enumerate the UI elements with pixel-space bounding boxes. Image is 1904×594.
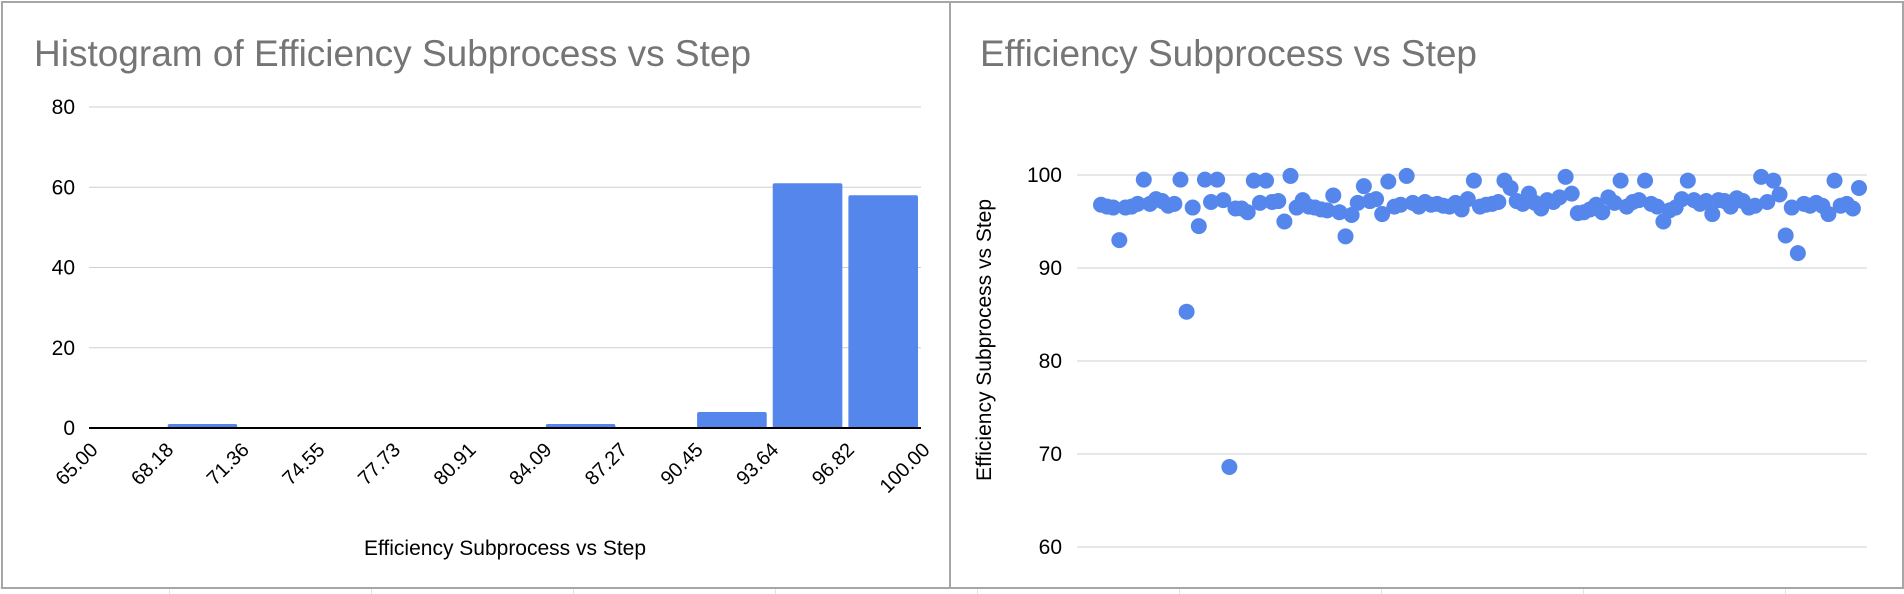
scatter-point [1606,194,1623,211]
y-tick-label: 60 [52,176,75,199]
scatter-point [1276,213,1293,230]
scatter-point [1392,196,1409,213]
scatter-point [1190,218,1207,235]
scatter-point [1380,173,1397,190]
scatter-point [1783,199,1800,216]
scatter-point [1844,200,1861,217]
scatter-point [1612,172,1629,189]
scatter-point [1753,168,1770,185]
scatter-point [1765,172,1782,189]
scatter-point [1502,180,1519,197]
x-axis-title: Efficiency Subprocess vs Step [364,537,646,560]
scatter-point [1221,459,1238,476]
scatter-point [1789,245,1806,262]
scatter-point [1704,206,1721,223]
histogram-bar [167,423,238,428]
scatter-point [1172,171,1189,188]
scatter-point [1135,171,1152,188]
y-tick-label: 20 [52,337,75,360]
scatter-point [1759,193,1776,210]
scatter-point [1459,191,1476,208]
scatter-point [1251,194,1268,211]
scatter-point [1325,187,1342,204]
scatter-point [1331,204,1348,221]
y-tick-label: 80 [52,96,75,119]
y-tick-label: 0 [63,417,75,440]
histogram-bar [772,183,843,428]
x-tick-label: 71.36 [203,439,254,490]
scatter-point [1337,228,1354,245]
scatter-point [1771,186,1788,203]
scatter-point [1105,199,1122,216]
scatter-point [1630,192,1647,209]
scatter-point [1245,172,1262,189]
x-tick-label: 74.55 [278,439,329,490]
x-tick-label: 90.45 [657,439,708,490]
x-tick-label: 100.00 [876,439,935,498]
scatter-point [1184,199,1201,216]
scatter-point [1374,206,1391,223]
y-tick-label: 100 [1027,164,1062,187]
scatter-point [1637,172,1654,189]
y-tick-label: 60 [1039,536,1062,559]
scatter-point [1851,180,1867,197]
scatter-point [1270,193,1287,210]
scatter-point [1349,194,1366,211]
histogram-chart-title: Histogram of Efficiency Subprocess vs St… [34,33,752,74]
scatter-point [1563,185,1580,202]
x-tick-label: 96.82 [808,439,859,490]
scatter-point [1129,195,1146,212]
scatter-point [1649,198,1666,215]
scatter-point [1673,191,1690,208]
scatter-point [1239,204,1256,221]
scatter-point [1398,167,1415,184]
scatter-point [1679,172,1696,189]
y-tick-label: 90 [1039,257,1062,280]
scatter-point [1111,232,1128,249]
scatter-point [1777,227,1794,244]
scatter-point [1215,192,1232,209]
x-tick-label: 84.09 [505,439,556,490]
scatter-point [1698,193,1715,210]
y-axis-title: Efficiency Subprocess vs Step [973,199,996,481]
x-tick-label: 80.91 [430,439,481,490]
histogram-chart-panel[interactable]: Histogram of Efficiency Subprocess vs St… [1,1,951,589]
x-tick-label: 68.18 [127,439,178,490]
scatter-point [1747,197,1764,214]
x-tick-label: 77.73 [354,439,405,490]
y-tick-label: 70 [1039,443,1062,466]
scatter-point [1368,191,1385,208]
histogram-bar [697,411,767,428]
x-tick-label: 65.00 [52,439,103,490]
y-tick-label: 80 [1039,350,1062,373]
scatter-point [1319,202,1336,219]
histogram-bar [848,195,918,428]
scatter-chart-title: Efficiency Subprocess vs Step [980,33,1478,74]
scatter-point [1178,303,1195,320]
scatter-point [1465,172,1482,189]
scatter-point [1209,171,1226,188]
scatter-point [1282,167,1299,184]
histogram-bar [545,423,616,428]
scatter-point [1343,206,1360,223]
x-tick-label: 87.27 [581,439,632,490]
scatter-point [1355,178,1372,195]
scatter-point [1166,195,1183,212]
scatter-point [1203,193,1220,210]
x-tick-label: 93.64 [732,439,783,490]
histogram-chart-svg: 0 20 40 60 80 65.00 68.18 71.36 74.55 77.73 80.91 8… [52,96,935,560]
scatter-point [1557,168,1574,185]
scatter-point [1826,172,1843,189]
scatter-point [1594,204,1611,221]
scatter-chart-svg: 60 70 80 90 100 Efficiency Subprocess vs Step [973,164,1867,559]
scatter-chart-panel[interactable]: Efficiency Subprocess vs Step 60 70 80 90 10… [949,1,1904,589]
scatter-point [1196,171,1213,188]
scatter-point [1490,193,1507,210]
y-tick-label: 40 [52,257,75,280]
scatter-point [1551,189,1568,206]
scatter-point [1258,172,1275,189]
scatter-point [1820,206,1837,223]
